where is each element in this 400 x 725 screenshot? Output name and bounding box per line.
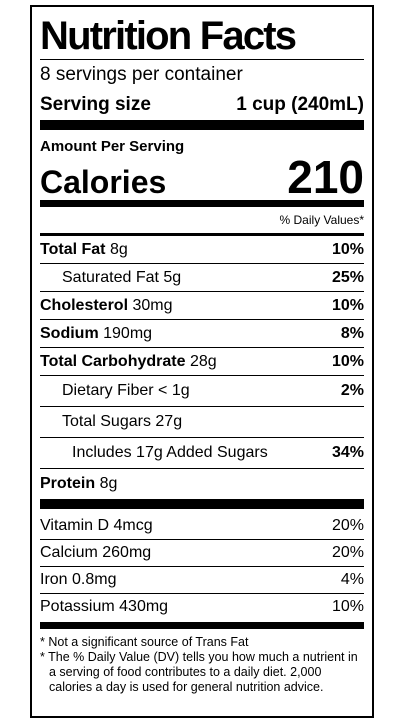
nutrient-amount: 30mg [132,296,173,314]
vitamin-amount: 430mg [119,598,169,615]
nutrient-row: Protein 8g [40,468,364,499]
vitamin-name: Vitamin D [40,517,110,534]
nutrient-row: Total Carbohydrate 28g 10% [40,347,364,375]
nutrient-dv: 10% [331,352,364,370]
nutrient-amount: 190mg [103,324,153,342]
nutrient-dv: 25% [331,268,364,286]
serving-size: Serving size 1 cup (240mL) [40,90,364,120]
nutrition-label: Nutrition Facts 8 servings per container… [30,5,374,718]
divider [40,622,364,629]
nutrient-dv: 2% [340,382,364,399]
vitamin-dv: 20% [331,517,364,534]
nutrient-name: Protein [40,475,96,492]
nutrient-amount: 8g [109,240,128,258]
calories: Calories 210 [40,151,364,203]
vitamin-amount: 260mg [102,544,152,561]
nutrient-row: Includes 17g Added Sugars 34% [40,437,364,468]
nutrient-name: Saturated Fat [62,268,159,286]
nutrient-name: Sodium [40,324,99,342]
nutrient-dv: 10% [331,240,364,258]
calories-value: 210 [287,151,364,203]
nutrient-amount: 28g [189,352,217,370]
divider [40,499,364,509]
nutrient-amount: 5g [163,268,182,286]
vitamin-dv: 4% [340,571,364,588]
divider [40,120,364,130]
vitamin-amount: 0.8mg [72,571,117,588]
nutrient-dv: 8% [340,324,364,342]
nutrient-row: Saturated Fat 5g 25% [40,263,364,291]
divider [40,233,364,236]
nutrient-dv: 34% [331,444,364,461]
serving-size-value: 1 cup (240mL) [236,94,364,115]
footnotes: * Not a significant source of Trans Fat … [40,635,364,695]
vitamin-amount: 4mcg [113,517,153,534]
servings: 8 servings per container [40,64,243,85]
vitamin-row: Calcium 260mg 20% [40,539,364,566]
footnote: * The % Daily Value (DV) tells you how m… [40,650,358,694]
nutrient-dv: 10% [331,296,364,314]
dv-header: % Daily Values* [279,213,364,227]
nutrient-amount: 8g [99,475,118,492]
nutrient-row: Cholesterol 30mg 10% [40,291,364,319]
nutrient-amount: 27g [155,413,183,430]
nutrient-row: Sodium 190mg 8% [40,319,364,347]
vitamin-dv: 10% [331,598,364,615]
footnote: * Not a significant source of Trans Fat [40,635,249,649]
calories-label: Calories [40,164,167,200]
serving-size-label: Serving size [40,94,151,115]
vitamin-dv: 20% [331,544,364,561]
nutrient-name: Total Sugars [62,413,151,430]
nutrient-row: Total Sugars 27g [40,406,364,437]
vitamin-row: Iron 0.8mg 4% [40,566,364,593]
vitamin-name: Potassium [40,598,115,615]
divider [40,200,364,207]
nutrient-name: Total Fat [40,240,106,258]
divider [40,59,364,60]
nutrient-name: Total Carbohydrate [40,352,186,370]
nutrient-amount: < 1g [158,382,190,399]
title: Nutrition Facts [40,14,297,58]
nutrient-name: Includes 17g Added Sugars [72,444,268,461]
vitamin-row: Potassium 430mg 10% [40,593,364,620]
vitamin-row: Vitamin D 4mcg 20% [40,513,364,539]
nutrient-name: Dietary Fiber [62,382,154,399]
vitamin-name: Calcium [40,544,98,561]
nutrient-row: Dietary Fiber < 1g 2% [40,375,364,406]
nutrient-name: Cholesterol [40,296,129,314]
vitamin-name: Iron [40,571,68,588]
amount-per-serving: Amount Per Serving [40,138,185,155]
nutrient-row: Total Fat 8g 10% [40,236,364,263]
